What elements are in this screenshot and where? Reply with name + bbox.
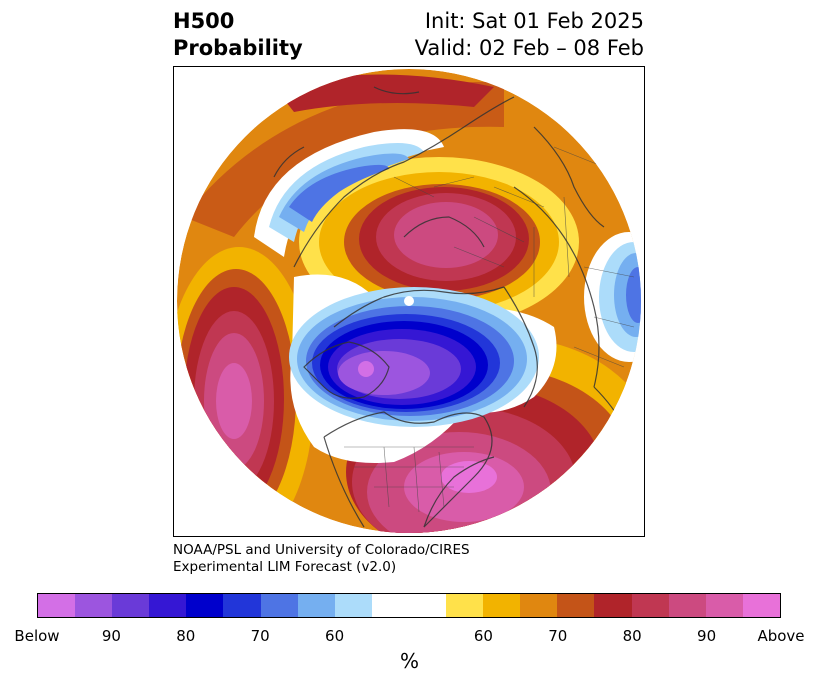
colorbar-segment xyxy=(260,594,298,617)
credit-line1: NOAA/PSL and University of Colorado/CIRE… xyxy=(173,542,470,558)
map-title: H500 Probability xyxy=(173,8,303,62)
colorbar-segment xyxy=(446,594,484,617)
colorbar xyxy=(37,593,781,618)
colorbar-segment xyxy=(149,594,187,617)
asian-above-anomaly xyxy=(299,157,579,327)
colorbar-tick-label: 80 xyxy=(622,627,642,645)
east-asia-below-anomaly xyxy=(584,232,641,362)
credit-line2: Experimental LIM Forecast (v2.0) xyxy=(173,559,397,575)
colorbar-tick-label: 70 xyxy=(250,627,270,645)
colorbar-tick-label: Below xyxy=(14,627,60,645)
colorbar-segment xyxy=(334,594,372,617)
colorbar-segment xyxy=(186,594,224,617)
colorbar-segment xyxy=(38,594,76,617)
colorbar-tick-label: 90 xyxy=(697,627,717,645)
colorbar-ticks: Below 90 80 70 60 60 70 80 90 Above xyxy=(0,627,819,647)
colorbar-segment xyxy=(557,594,595,617)
colorbar-segment xyxy=(75,594,113,617)
colorbar-segment xyxy=(594,594,632,617)
colorbar-segment xyxy=(742,594,780,617)
colorbar-segment xyxy=(705,594,743,617)
init-date: Init: Sat 01 Feb 2025 xyxy=(424,9,644,33)
colorbar-segment xyxy=(668,594,706,617)
canada-below-anomaly xyxy=(289,287,539,427)
colorbar-tick-label: 90 xyxy=(101,627,121,645)
probability-field xyxy=(177,69,641,533)
colorbar-tick-label: Above xyxy=(757,627,805,645)
colorbar-segment xyxy=(112,594,150,617)
colorbar-segment xyxy=(520,594,558,617)
colorbar-tick-label: 80 xyxy=(176,627,196,645)
colorbar-unit: % xyxy=(399,649,419,673)
colorbar-tick-label: 60 xyxy=(473,627,493,645)
forecast-dates: Init: Sat 01 Feb 2025 Valid: 02 Feb – 08… xyxy=(415,8,644,62)
title-variable: H500 xyxy=(173,9,235,33)
colorbar-segment xyxy=(297,594,335,617)
colorbar-segment xyxy=(223,594,261,617)
colorbar-segment xyxy=(631,594,669,617)
colorbar-segment xyxy=(483,594,521,617)
title-quantity: Probability xyxy=(173,36,303,60)
europe-below-anomaly xyxy=(254,129,444,257)
polar-map xyxy=(173,66,645,537)
colorbar-segment xyxy=(371,594,409,617)
valid-range: Valid: 02 Feb – 08 Feb xyxy=(414,36,644,60)
colorbar-segment xyxy=(408,594,447,617)
colorbar-tick-label: 60 xyxy=(325,627,345,645)
colorbar-tick-label: 70 xyxy=(548,627,568,645)
credit-text: NOAA/PSL and University of Colorado/CIRE… xyxy=(173,542,470,576)
